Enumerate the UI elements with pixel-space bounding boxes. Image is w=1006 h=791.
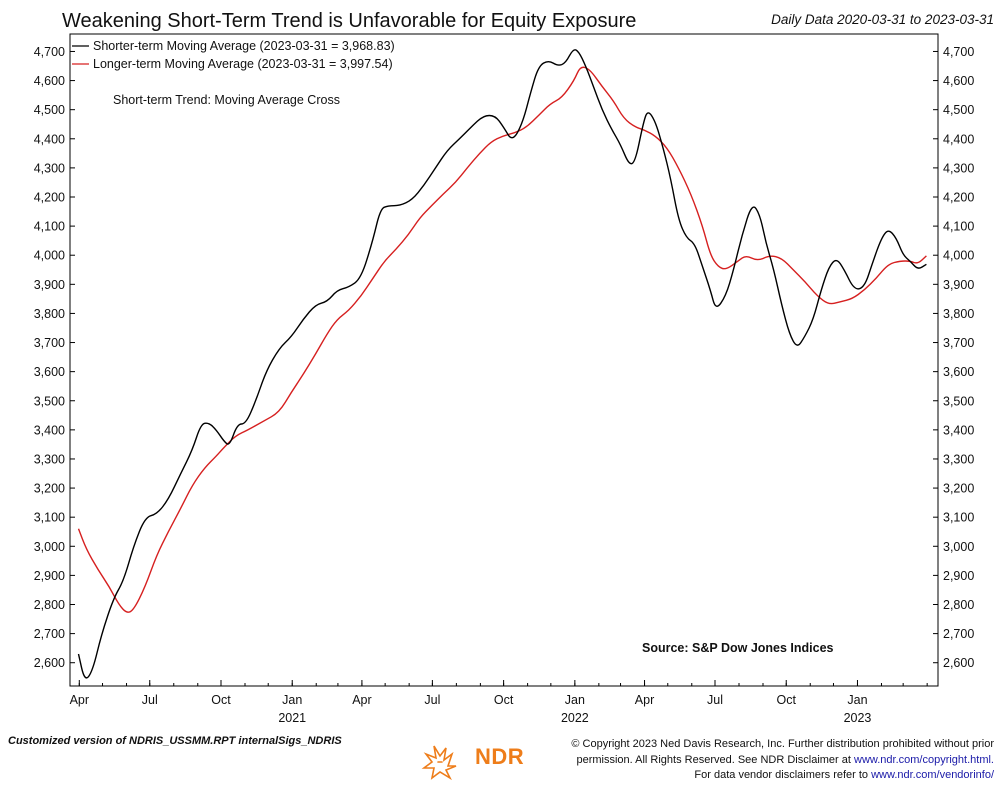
chart-annotation: Short-term Trend: Moving Average Cross bbox=[113, 93, 340, 107]
x-tick-label: Apr bbox=[352, 693, 371, 707]
y-tick-label-left: 3,000 bbox=[34, 540, 65, 554]
y-tick-label-left: 4,200 bbox=[34, 191, 65, 205]
y-tick-label-left: 2,900 bbox=[34, 569, 65, 583]
y-tick-label-right: 3,300 bbox=[943, 452, 974, 466]
copyright-line-2: permission. All Rights Reserved. See NDR… bbox=[571, 753, 994, 769]
bull-bear-icon bbox=[421, 745, 457, 781]
x-tick-label: Jul bbox=[707, 693, 723, 707]
y-tick-label-right: 4,300 bbox=[943, 161, 974, 175]
y-tick-label-right: 4,200 bbox=[943, 191, 974, 205]
y-tick-label-right: 3,500 bbox=[943, 394, 974, 408]
copyright-link[interactable]: www.ndr.com/copyright.html. bbox=[854, 753, 994, 766]
x-tick-label: Jul bbox=[142, 693, 158, 707]
y-tick-label-left: 4,700 bbox=[34, 45, 65, 59]
vendorinfo-link[interactable]: www.ndr.com/vendorinfo/ bbox=[871, 769, 994, 781]
chart-title: Weakening Short-Term Trend is Unfavorabl… bbox=[62, 10, 637, 32]
ndr-logo-text: NDR bbox=[475, 744, 525, 769]
y-tick-label-left: 4,300 bbox=[34, 161, 65, 175]
y-tick-label-right: 2,600 bbox=[943, 656, 974, 670]
y-tick-label-left: 3,600 bbox=[34, 365, 65, 379]
y-tick-label-right: 4,000 bbox=[943, 249, 974, 263]
y-tick-label-left: 3,500 bbox=[34, 394, 65, 408]
y-tick-label-left: 4,600 bbox=[34, 74, 65, 88]
x-tick-label: Jul bbox=[424, 693, 440, 707]
x-tick-label: Oct bbox=[777, 693, 797, 707]
source-label: Source: S&P Dow Jones Indices bbox=[642, 641, 834, 655]
y-tick-label-right: 3,700 bbox=[943, 336, 974, 350]
copyright-line-2-text: permission. All Rights Reserved. See NDR… bbox=[576, 753, 854, 766]
y-axis-right: 2,600 2,700 2,800 2,900 3,000 3,100 3,200 3,300… bbox=[933, 45, 974, 670]
y-tick-label-right: 3,900 bbox=[943, 278, 974, 292]
y-tick-label-left: 3,900 bbox=[34, 278, 65, 292]
y-tick-label-left: 3,800 bbox=[34, 307, 65, 321]
copyright-block: © Copyright 2023 Ned Davis Research, Inc… bbox=[571, 737, 994, 784]
series-line-longer-term bbox=[77, 66, 927, 613]
copyright-line-3-text: For data vendor disclaimers refer to bbox=[694, 769, 872, 781]
y-tick-label-right: 3,400 bbox=[943, 423, 974, 437]
plot-frame bbox=[69, 33, 939, 687]
legend-label-shorter: Shorter-term Moving Average (2023-03-31 … bbox=[93, 39, 395, 53]
y-tick-label-right: 3,800 bbox=[943, 307, 974, 321]
y-tick-label-right: 3,600 bbox=[943, 365, 974, 379]
x-axis: Apr Jul Oct Jan Apr Jul Oct Jan Apr Jul Oct Jan 2021… bbox=[70, 680, 928, 725]
series-lines bbox=[77, 49, 927, 679]
copyright-line-3: For data vendor disclaimers refer to www… bbox=[571, 768, 994, 784]
y-tick-label-right: 3,200 bbox=[943, 482, 974, 496]
y-tick-label-left: 4,100 bbox=[34, 220, 65, 234]
y-tick-label-right: 2,800 bbox=[943, 598, 974, 612]
x-year-label: 2023 bbox=[844, 711, 872, 725]
y-tick-label-right: 4,400 bbox=[943, 132, 974, 146]
y-tick-label-left: 2,700 bbox=[34, 627, 65, 641]
y-tick-label-right: 4,600 bbox=[943, 74, 974, 88]
copyright-line-1: © Copyright 2023 Ned Davis Research, Inc… bbox=[571, 738, 994, 750]
y-tick-label-left: 3,300 bbox=[34, 452, 65, 466]
y-tick-label-right: 4,700 bbox=[943, 45, 974, 59]
series-line-shorter-term bbox=[77, 49, 927, 679]
y-tick-label-left: 3,100 bbox=[34, 511, 65, 525]
x-tick-label: Apr bbox=[70, 693, 89, 707]
x-tick-label: Jan bbox=[282, 693, 302, 707]
x-tick-label: Oct bbox=[494, 693, 514, 707]
date-range-label: Daily Data 2020-03-31 to 2023-03-31 bbox=[771, 12, 994, 27]
report-note: Customized version of NDRIS_USSMM.RPT in… bbox=[8, 735, 342, 747]
legend-label-longer: Longer-term Moving Average (2023-03-31 =… bbox=[93, 57, 393, 71]
y-tick-label-right: 2,900 bbox=[943, 569, 974, 583]
y-tick-label-left: 3,400 bbox=[34, 423, 65, 437]
y-tick-label-right: 4,100 bbox=[943, 220, 974, 234]
y-tick-label-left: 2,600 bbox=[34, 656, 65, 670]
legend: Shorter-term Moving Average (2023-03-31 … bbox=[72, 39, 395, 71]
y-tick-label-left: 4,000 bbox=[34, 249, 65, 263]
y-axis-left: 2,600 2,700 2,800 2,900 3,000 3,100 3,200 3,300… bbox=[34, 45, 75, 670]
y-tick-label-left: 4,500 bbox=[34, 103, 65, 117]
y-tick-label-right: 2,700 bbox=[943, 627, 974, 641]
x-tick-label: Oct bbox=[211, 693, 231, 707]
y-tick-label-right: 4,500 bbox=[943, 103, 974, 117]
x-tick-label: Jan bbox=[565, 693, 585, 707]
x-year-label: 2021 bbox=[278, 711, 306, 725]
x-tick-label: Apr bbox=[635, 693, 654, 707]
x-tick-label: Jan bbox=[847, 693, 867, 707]
y-tick-label-right: 3,100 bbox=[943, 511, 974, 525]
y-tick-label-right: 3,000 bbox=[943, 540, 974, 554]
y-tick-label-left: 3,200 bbox=[34, 482, 65, 496]
y-tick-label-left: 3,700 bbox=[34, 336, 65, 350]
y-tick-label-left: 4,400 bbox=[34, 132, 65, 146]
y-tick-label-left: 2,800 bbox=[34, 598, 65, 612]
x-year-label: 2022 bbox=[561, 711, 589, 725]
